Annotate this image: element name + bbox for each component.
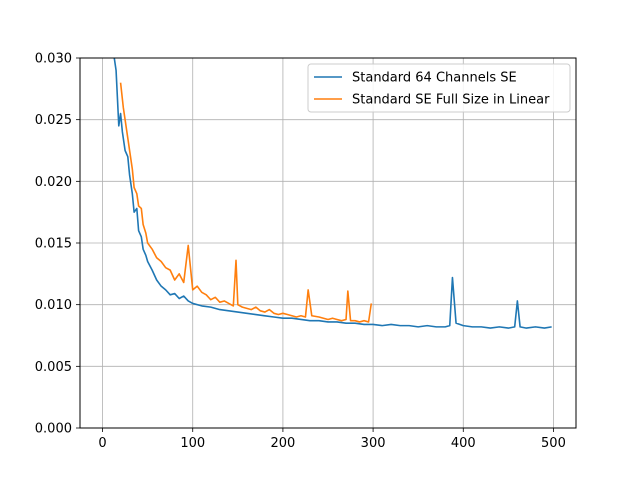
x-tick-label: 300 <box>361 436 386 451</box>
legend-label-1: Standard 64 Channels SE <box>352 71 517 86</box>
y-tick-label: 0.015 <box>35 237 72 252</box>
x-tick-label: 100 <box>180 436 205 451</box>
y-tick-label: 0.000 <box>35 422 72 437</box>
axis-ticks: 0 100 200 300 400 500 0.000 0.005 0.010 0.015 0.02… <box>35 52 566 452</box>
x-tick-label: 500 <box>541 436 566 451</box>
y-tick-label: 0.010 <box>35 298 72 313</box>
legend-box <box>307 63 571 113</box>
x-tick-label: 200 <box>270 436 295 451</box>
y-tick-label: 0.030 <box>35 52 72 67</box>
x-tick-label: 400 <box>451 436 476 451</box>
series-line-2 <box>119 82 373 323</box>
y-tick-label: 0.005 <box>35 360 72 375</box>
x-tick-label: 0 <box>98 436 106 451</box>
series-lines <box>113 58 552 329</box>
y-tick-label: 0.025 <box>35 113 72 128</box>
legend-label-2: Standard SE Full Size in Linear <box>352 93 550 108</box>
series-line-1 <box>113 58 552 329</box>
grid-lines <box>80 57 576 429</box>
legend: Standard 64 Channels SE Standard SE Full … <box>307 63 571 113</box>
y-tick-label: 0.020 <box>35 175 72 190</box>
